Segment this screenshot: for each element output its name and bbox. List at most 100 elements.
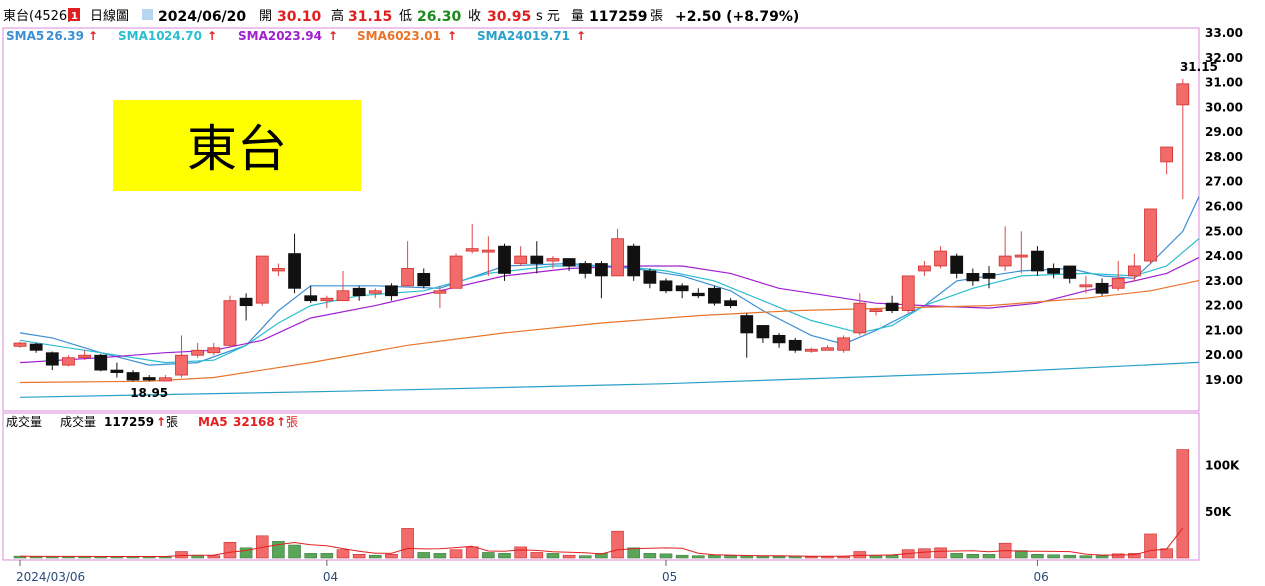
volume-bar	[724, 555, 737, 559]
sma10-arrow: ↑	[207, 29, 217, 43]
candle-body	[1176, 83, 1190, 106]
volume-bar	[1176, 449, 1190, 559]
candle-body	[982, 273, 996, 279]
candle-body	[821, 347, 834, 351]
volume-bar	[1128, 553, 1141, 559]
candle-body	[223, 300, 237, 346]
volume-bar	[982, 553, 996, 559]
volume-bar	[950, 553, 964, 559]
candle-body	[352, 287, 366, 297]
volume-bar	[562, 554, 576, 559]
high-value: 31.15	[348, 9, 392, 25]
candle-body	[562, 258, 576, 267]
candle-body	[78, 354, 91, 359]
candle-body	[627, 245, 641, 277]
price-annotation: 18.95	[130, 386, 168, 400]
candle-body	[368, 290, 382, 294]
volume-bar	[675, 554, 689, 559]
sma20-legend[interactable]: SMA20	[238, 29, 285, 43]
ma5-legend-label[interactable]: MA5	[198, 415, 228, 429]
volume-bar	[1095, 555, 1109, 559]
candle-body	[772, 334, 786, 344]
volume-tick-label: 100K	[1205, 459, 1240, 473]
candle-body	[756, 325, 770, 339]
candle-body	[1095, 282, 1109, 294]
sma20-arrow: ↑	[328, 29, 338, 43]
candle-body	[659, 280, 673, 292]
candle-body	[611, 238, 624, 277]
price-tick-label: 28.00	[1205, 150, 1243, 164]
volume-bar	[1111, 553, 1125, 559]
candle-body	[142, 377, 156, 381]
candle-body	[1031, 250, 1044, 272]
volume-bar	[417, 552, 431, 559]
candle-body	[1063, 265, 1077, 279]
chart-type-label[interactable]: 日線圖	[90, 8, 129, 24]
candle-body	[595, 263, 608, 277]
candlesticks	[13, 78, 1190, 382]
x-tick-label: 06	[1033, 570, 1048, 584]
date-value: 2024/06/20	[158, 9, 246, 25]
sma10-value: 24.70	[164, 29, 202, 43]
volume-bar	[1063, 554, 1077, 559]
candle-body	[643, 270, 657, 284]
volume-bars	[13, 449, 1190, 559]
sma10-legend[interactable]: SMA10	[118, 29, 165, 43]
price-tick-label: 27.00	[1205, 175, 1243, 189]
overlay-title-box	[113, 100, 361, 191]
volume-axis: 100K 50K	[1205, 459, 1240, 519]
high-label: 高	[331, 8, 344, 24]
volume-bar	[805, 556, 818, 559]
volume-bar	[449, 549, 463, 559]
volume-bar	[336, 549, 350, 559]
ma-legend: SMA5 26.39 ↑ SMA10 24.70 ↑ SMA20 23.94 ↑…	[6, 29, 586, 43]
sma240-value: 19.71	[532, 29, 570, 43]
volume-legend: 成交量 成交量 117259 ↑ 張 MA5 32168 ↑ 張	[6, 414, 298, 429]
volume-bar	[401, 528, 414, 559]
candle-body	[126, 372, 140, 381]
price-tick-label: 32.00	[1205, 51, 1243, 65]
stock-name[interactable]: 東台(4526)	[3, 8, 72, 24]
x-tick-label: 04	[323, 570, 338, 584]
volume-bar	[1014, 550, 1028, 559]
ma5-legend-value: 32168	[233, 415, 275, 429]
open-label: 開	[259, 9, 272, 24]
volume-bar	[595, 553, 608, 559]
sma20-line	[19, 257, 1200, 364]
ma5-legend-unit: 張	[286, 415, 298, 429]
volume-legend-value: 117259	[104, 415, 154, 429]
candle-body	[1079, 284, 1093, 288]
candle-body	[29, 343, 43, 351]
volume-bar	[691, 555, 705, 559]
price-tick-label: 24.00	[1205, 249, 1243, 263]
candle-body	[691, 292, 705, 297]
candle-body	[546, 258, 560, 262]
candle-body	[45, 352, 59, 366]
volume-bar	[659, 553, 673, 559]
candle-body	[966, 273, 980, 282]
sma240-legend[interactable]: SMA240	[477, 29, 532, 43]
volume-bar	[546, 553, 560, 559]
x-axis: 2024/03/06 04 05 06	[16, 560, 1049, 584]
volume-bar	[966, 553, 980, 559]
date-dropdown-icon[interactable]	[142, 9, 153, 20]
candle-body	[239, 297, 253, 307]
candle-body	[1160, 146, 1174, 163]
volume-bar	[352, 553, 366, 559]
price-tick-label: 29.00	[1205, 125, 1243, 139]
sma5-legend[interactable]: SMA5	[6, 29, 44, 43]
price-tick-label: 30.00	[1205, 100, 1243, 114]
candle-body	[498, 245, 511, 274]
volume-bar	[627, 547, 641, 559]
candle-body	[514, 255, 528, 264]
candle-body	[449, 255, 463, 289]
price-annotation: 31.15	[1180, 60, 1218, 74]
candle-body	[740, 315, 754, 334]
volume-tick-label: 50K	[1205, 505, 1232, 519]
volume-bar	[530, 552, 544, 559]
candle-body	[271, 268, 285, 272]
candle-body	[401, 268, 415, 287]
sma60-legend[interactable]: SMA60	[357, 29, 404, 43]
price-tick-label: 26.00	[1205, 200, 1243, 214]
